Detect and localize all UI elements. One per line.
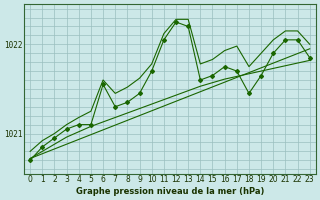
X-axis label: Graphe pression niveau de la mer (hPa): Graphe pression niveau de la mer (hPa)	[76, 187, 264, 196]
